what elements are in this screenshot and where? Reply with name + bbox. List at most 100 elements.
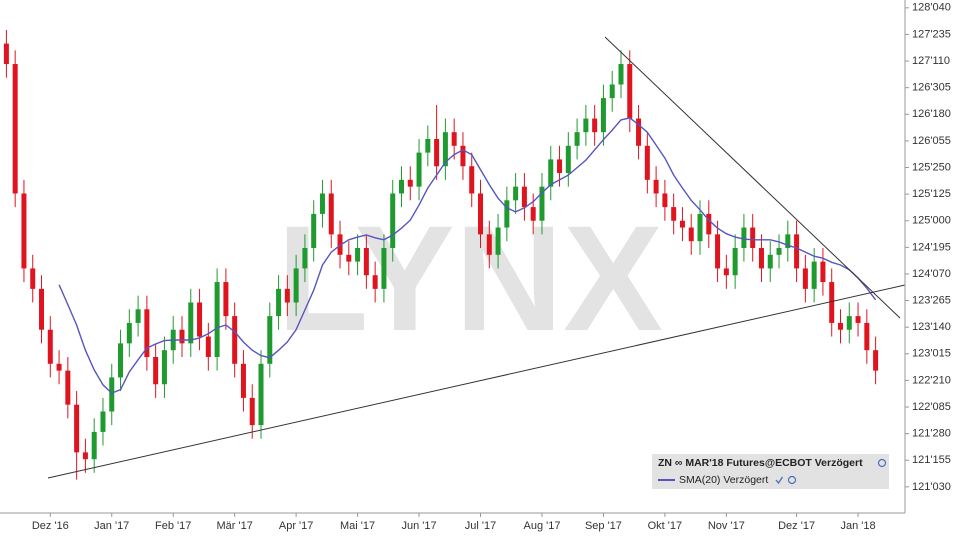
x-tick-label: Jan '17 xyxy=(94,520,129,532)
sma-line xyxy=(58,117,877,394)
candle-body xyxy=(583,118,589,133)
candle-body xyxy=(197,302,203,337)
candle-body xyxy=(311,213,317,248)
y-tick-label: 123'265 xyxy=(912,294,951,306)
candle-body xyxy=(706,213,712,235)
candle-body xyxy=(741,227,747,248)
candle-body xyxy=(205,336,211,357)
candle-body xyxy=(416,152,422,187)
candle-body xyxy=(855,316,861,323)
candle-body xyxy=(592,118,598,133)
x-tick-label: Jun '17 xyxy=(401,520,436,532)
y-tick-label: 122'085 xyxy=(912,401,951,413)
candle-body xyxy=(284,288,290,303)
x-tick-label: Dez '17 xyxy=(778,520,815,532)
candle-body xyxy=(319,193,325,214)
y-tick-label: 127'110 xyxy=(912,55,950,67)
candle-body xyxy=(758,247,764,269)
candle-body xyxy=(776,247,782,255)
candle-body xyxy=(363,247,369,276)
y-tick-label: 123'140 xyxy=(912,321,951,333)
watermark: LYNX xyxy=(277,194,663,362)
candle-body xyxy=(671,207,677,221)
candle-body xyxy=(434,138,440,167)
candle-body xyxy=(302,247,308,269)
candle-body xyxy=(179,329,185,344)
y-tick-label: 128'040 xyxy=(912,2,951,14)
y-tick-label: 124'070 xyxy=(912,268,951,280)
candle-body xyxy=(425,138,431,153)
candle-body xyxy=(3,43,9,65)
candle-body xyxy=(679,220,685,228)
candle-body xyxy=(407,179,413,187)
candle-body xyxy=(495,227,501,255)
candle-body xyxy=(767,254,773,269)
x-tick-label: Dez '16 xyxy=(32,520,69,532)
candle-body xyxy=(39,288,45,330)
candle-body xyxy=(618,64,624,85)
x-tick-label: Aug '17 xyxy=(523,520,560,532)
candle-body xyxy=(109,377,115,412)
candle-body xyxy=(811,261,817,289)
candle-body xyxy=(557,159,563,174)
candle-body xyxy=(829,282,835,323)
candle-body xyxy=(328,193,334,235)
candle-body xyxy=(258,363,264,426)
candle-body xyxy=(153,356,159,385)
candle-body xyxy=(276,288,282,317)
candle-body xyxy=(451,132,457,146)
candle-body xyxy=(548,159,554,187)
candle-body xyxy=(820,261,826,283)
candle-body xyxy=(100,411,106,432)
y-tick-label: 122'210 xyxy=(912,374,951,386)
candle-body xyxy=(381,247,387,289)
candle-body xyxy=(662,193,668,208)
candle-body xyxy=(372,275,378,289)
candle-body xyxy=(715,234,721,269)
candle-body xyxy=(627,64,633,119)
candle-body xyxy=(74,404,80,453)
candle-body xyxy=(161,350,167,385)
y-tick-label: 121'155 xyxy=(912,454,951,466)
y-tick-label: 124'195 xyxy=(912,241,951,253)
candle-body xyxy=(864,322,870,351)
y-tick-label: 121'030 xyxy=(912,481,951,493)
candle-body xyxy=(539,186,545,221)
candle-body xyxy=(653,179,659,194)
candle-body xyxy=(91,431,97,460)
x-tick-label: Mai '17 xyxy=(340,520,375,532)
candle-body xyxy=(12,64,18,194)
candle-body xyxy=(644,145,650,180)
y-tick-label: 125'250 xyxy=(912,161,951,173)
support-trendline xyxy=(47,284,906,479)
candle-body xyxy=(126,322,132,344)
candle-body xyxy=(293,268,299,303)
x-tick-label: Sep '17 xyxy=(585,520,622,532)
legend-check[interactable] xyxy=(775,476,784,485)
candle-body xyxy=(723,268,729,276)
legend-icon[interactable] xyxy=(787,475,797,485)
x-tick-label: Apr '17 xyxy=(279,520,314,532)
y-tick-label: 126'305 xyxy=(912,82,951,94)
candle-body xyxy=(478,193,484,235)
candle-body xyxy=(223,282,229,317)
candle-body xyxy=(47,329,53,364)
candle-body xyxy=(118,343,124,378)
x-tick-label: Okt '17 xyxy=(648,520,683,532)
candle-body xyxy=(442,132,448,167)
candle-body xyxy=(697,213,703,242)
candle-body xyxy=(636,118,642,146)
candle-body xyxy=(65,370,71,405)
candle-body xyxy=(188,302,194,344)
legend-box xyxy=(652,454,889,489)
candle-body xyxy=(346,254,352,262)
candle-body xyxy=(469,166,475,194)
candle-body xyxy=(600,98,606,133)
candle-body xyxy=(486,234,492,255)
legend-icon[interactable] xyxy=(877,458,887,468)
candle-body xyxy=(267,316,273,364)
candle-body xyxy=(398,179,404,194)
candle-body xyxy=(846,316,852,330)
